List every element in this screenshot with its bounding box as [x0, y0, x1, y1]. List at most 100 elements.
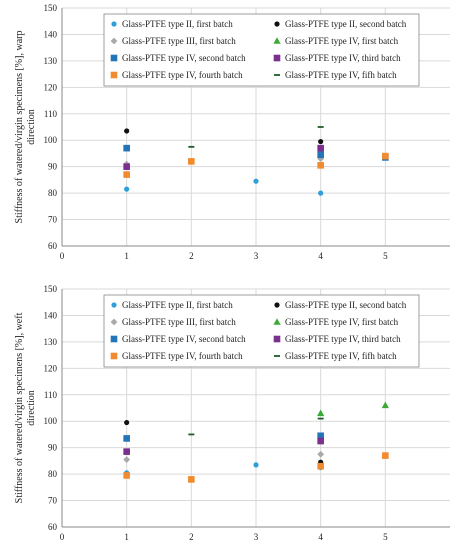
- y-tick-label: 120: [44, 82, 58, 92]
- x-tick-label: 1: [124, 251, 129, 261]
- data-point: [381, 401, 389, 409]
- y-tick-label: 60: [48, 241, 58, 251]
- data-point: [123, 456, 131, 463]
- y-tick-label: 130: [44, 56, 58, 66]
- data-point: [317, 126, 324, 128]
- legend-label: Glass-PTFE type IV, first batch: [285, 36, 399, 46]
- y-tick-label: 80: [48, 188, 58, 198]
- data-point: [317, 432, 324, 440]
- legend-marker: [274, 355, 280, 357]
- x-tick-label: 5: [383, 251, 388, 261]
- legend-box: [103, 294, 420, 368]
- data-point: [253, 178, 259, 184]
- legend-label: Glass-PTFE type II, second batch: [285, 300, 407, 310]
- x-tick-label: 3: [254, 532, 259, 542]
- y-tick-label: 150: [44, 284, 58, 294]
- x-tick-label: 3: [254, 251, 259, 261]
- legend-marker: [110, 335, 118, 343]
- data-point: [123, 163, 130, 170]
- data-point: [317, 409, 325, 417]
- data-point: [123, 448, 130, 455]
- y-axis-label: Stiffness of watered/virgin specimens [%…: [14, 31, 25, 224]
- legend-box: [103, 13, 420, 87]
- legend-label: Glass-PTFE type IV, third batch: [285, 53, 401, 63]
- legend-label: Glass-PTFE type IV, fourth batch: [122, 351, 243, 361]
- data-point: [188, 158, 195, 165]
- y-tick-label: 110: [44, 109, 58, 119]
- legend-marker: [273, 37, 281, 44]
- x-tick-label: 2: [189, 251, 194, 261]
- x-tick-label: 1: [124, 532, 129, 542]
- legend-label: Glass-PTFE type II, first batch: [122, 300, 233, 310]
- x-tick-label: 0: [60, 532, 65, 542]
- legend-label: Glass-PTFE type IV, second batch: [122, 334, 246, 344]
- y-tick-label: 140: [44, 29, 58, 39]
- y-axis-label: Stiffness of watered/virgin specimens [%…: [14, 312, 25, 503]
- y-tick-label: 60: [48, 522, 58, 532]
- data-point: [253, 462, 259, 468]
- data-point: [317, 437, 324, 445]
- y-tick-label: 90: [48, 443, 58, 453]
- warp-chart: 60 70 80 90 100 110 120 130 140 150 0 1 2 3 4 5 Stiffnes…: [14, 3, 450, 261]
- legend-label: Glass-PTFE type II, first batch: [122, 19, 233, 29]
- legend-marker: [111, 302, 117, 308]
- legend-label: Glass-PTFE type IV, fifh batch: [285, 351, 397, 361]
- y-axis-label-cont: direction: [26, 390, 37, 426]
- data-point: [317, 417, 324, 420]
- y-tick-label: 110: [44, 390, 58, 400]
- data-point: [317, 144, 324, 152]
- y-tick-label: 100: [44, 416, 58, 426]
- legend-marker: [111, 21, 117, 27]
- data-point: [318, 190, 324, 196]
- legend-marker: [274, 21, 280, 27]
- data-point: [124, 186, 130, 192]
- data-point: [123, 472, 130, 479]
- legend-marker: [110, 37, 118, 45]
- data-point: [188, 433, 195, 436]
- data-point: [317, 462, 324, 470]
- legend-label: Glass-PTFE type III, first batch: [122, 317, 236, 327]
- y-tick-label: 140: [44, 310, 58, 320]
- legend-marker: [110, 352, 118, 360]
- legend-label: Glass-PTFE type IV, third batch: [285, 334, 401, 344]
- data-point: [317, 162, 324, 169]
- y-tick-label: 70: [48, 215, 58, 225]
- legend-label: Glass-PTFE type II, second batch: [285, 19, 407, 29]
- data-point: [188, 145, 195, 148]
- x-tick-label: 0: [60, 251, 65, 261]
- legend-marker: [110, 318, 118, 326]
- legend-label: Glass-PTFE type IV, fourth batch: [122, 70, 243, 80]
- legend-marker: [274, 302, 280, 308]
- data-point: [382, 152, 389, 160]
- legend-label: Glass-PTFE type IV, fifh batch: [285, 70, 397, 80]
- y-tick-label: 130: [44, 337, 58, 347]
- legend-label: Glass-PTFE type III, first batch: [122, 36, 236, 46]
- data-point: [188, 476, 195, 483]
- data-point: [382, 452, 389, 459]
- y-tick-label: 90: [48, 162, 58, 172]
- y-tick-label: 100: [44, 135, 58, 145]
- legend-label: Glass-PTFE type IV, second batch: [122, 53, 246, 63]
- y-tick-label: 120: [44, 363, 58, 373]
- x-tick-label: 2: [189, 532, 194, 542]
- y-tick-label: 70: [48, 496, 58, 506]
- legend-marker: [273, 335, 281, 343]
- data-point: [317, 151, 324, 159]
- x-tick-label: 5: [383, 532, 388, 542]
- data-point: [124, 419, 130, 426]
- data-point: [123, 144, 130, 152]
- legend-marker: [273, 54, 281, 62]
- legend-label: Glass-PTFE type IV, first batch: [285, 317, 399, 327]
- legend-marker: [110, 54, 118, 62]
- data-point: [123, 171, 130, 178]
- y-axis-label-cont: direction: [26, 109, 37, 145]
- legend-marker: [274, 74, 280, 76]
- y-tick-label: 80: [48, 469, 58, 479]
- x-tick-label: 4: [318, 532, 323, 542]
- legend-marker: [110, 71, 118, 79]
- y-tick-label: 150: [44, 3, 58, 13]
- data-point: [318, 138, 324, 145]
- data-point: [123, 435, 130, 442]
- data-point: [317, 450, 325, 458]
